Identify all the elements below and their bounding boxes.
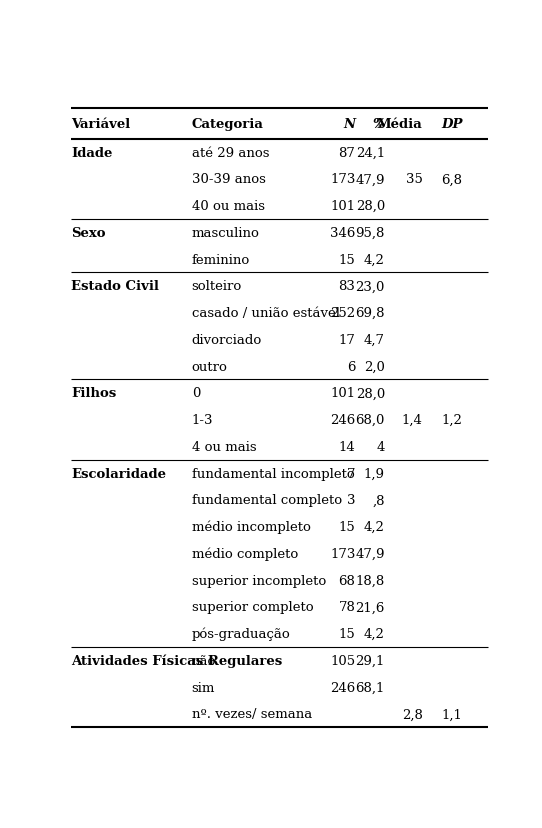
Text: Variável: Variável <box>71 118 131 131</box>
Text: 15: 15 <box>339 253 356 267</box>
Text: fundamental incompleto: fundamental incompleto <box>192 467 354 480</box>
Text: 28,0: 28,0 <box>356 200 385 213</box>
Text: Categoria: Categoria <box>192 118 263 131</box>
Text: 87: 87 <box>339 147 356 159</box>
Text: não: não <box>192 654 216 667</box>
Text: casado / união estável: casado / união estável <box>192 306 340 320</box>
Text: 47,9: 47,9 <box>356 547 385 561</box>
Text: 1,2: 1,2 <box>442 414 462 426</box>
Text: 7: 7 <box>347 467 356 480</box>
Text: 1-3: 1-3 <box>192 414 213 426</box>
Text: superior incompleto: superior incompleto <box>192 574 326 587</box>
Text: 24,1: 24,1 <box>356 147 385 159</box>
Text: sim: sim <box>192 681 215 694</box>
Text: feminino: feminino <box>192 253 250 267</box>
Text: nº. vezes/ semana: nº. vezes/ semana <box>192 707 312 720</box>
Text: 83: 83 <box>339 280 356 293</box>
Text: 95,8: 95,8 <box>356 227 385 239</box>
Text: Sexo: Sexo <box>71 227 106 239</box>
Text: ,8: ,8 <box>372 493 385 507</box>
Text: 23,0: 23,0 <box>356 280 385 293</box>
Text: 28,0: 28,0 <box>356 387 385 400</box>
Text: 246: 246 <box>330 414 356 426</box>
Text: outro: outro <box>192 360 228 373</box>
Text: 68: 68 <box>339 574 356 587</box>
Text: 173: 173 <box>330 173 356 186</box>
Text: Estado Civil: Estado Civil <box>71 280 159 293</box>
Text: 21,6: 21,6 <box>356 600 385 614</box>
Text: 101: 101 <box>331 200 356 213</box>
Text: divorciado: divorciado <box>192 334 262 346</box>
Text: 173: 173 <box>330 547 356 561</box>
Text: 40 ou mais: 40 ou mais <box>192 200 264 213</box>
Text: superior completo: superior completo <box>192 600 313 614</box>
Text: 1,1: 1,1 <box>442 707 462 720</box>
Text: 4,2: 4,2 <box>364 628 385 640</box>
Text: 15: 15 <box>339 521 356 533</box>
Text: 2,8: 2,8 <box>402 707 423 720</box>
Text: 252: 252 <box>331 306 356 320</box>
Text: Idade: Idade <box>71 147 113 159</box>
Text: 17: 17 <box>339 334 356 346</box>
Text: 14: 14 <box>339 440 356 453</box>
Text: 18,8: 18,8 <box>356 574 385 587</box>
Text: 105: 105 <box>331 654 356 667</box>
Text: médio incompleto: médio incompleto <box>192 520 311 534</box>
Text: 101: 101 <box>331 387 356 400</box>
Text: 3: 3 <box>347 493 356 507</box>
Text: pós-graduação: pós-graduação <box>192 627 291 641</box>
Text: 35: 35 <box>406 173 423 186</box>
Text: fundamental completo: fundamental completo <box>192 493 342 507</box>
Text: 4,2: 4,2 <box>364 521 385 533</box>
Text: Atividades Físicas Regulares: Atividades Físicas Regulares <box>71 654 282 667</box>
Text: N: N <box>344 118 356 131</box>
Text: DP: DP <box>441 118 462 131</box>
Text: 69,8: 69,8 <box>356 306 385 320</box>
Text: 6,8: 6,8 <box>442 173 462 186</box>
Text: 4: 4 <box>377 440 385 453</box>
Text: 246: 246 <box>330 681 356 694</box>
Text: 29,1: 29,1 <box>356 654 385 667</box>
Text: Escolaridade: Escolaridade <box>71 467 166 480</box>
Text: 68,0: 68,0 <box>356 414 385 426</box>
Text: masculino: masculino <box>192 227 260 239</box>
Text: 2,0: 2,0 <box>364 360 385 373</box>
Text: 15: 15 <box>339 628 356 640</box>
Text: 6: 6 <box>347 360 356 373</box>
Text: 4,7: 4,7 <box>364 334 385 346</box>
Text: 30-39 anos: 30-39 anos <box>192 173 266 186</box>
Text: até 29 anos: até 29 anos <box>192 147 269 159</box>
Text: médio completo: médio completo <box>192 547 298 561</box>
Text: 47,9: 47,9 <box>356 173 385 186</box>
Text: Filhos: Filhos <box>71 387 117 400</box>
Text: 4 ou mais: 4 ou mais <box>192 440 256 453</box>
Text: 1,9: 1,9 <box>364 467 385 480</box>
Text: Média: Média <box>377 118 423 131</box>
Text: solteiro: solteiro <box>192 280 242 293</box>
Text: 68,1: 68,1 <box>356 681 385 694</box>
Text: 1,4: 1,4 <box>402 414 423 426</box>
Text: 0: 0 <box>192 387 200 400</box>
Text: 78: 78 <box>339 600 356 614</box>
Text: %: % <box>372 118 385 131</box>
Text: 346: 346 <box>330 227 356 239</box>
Text: 4,2: 4,2 <box>364 253 385 267</box>
